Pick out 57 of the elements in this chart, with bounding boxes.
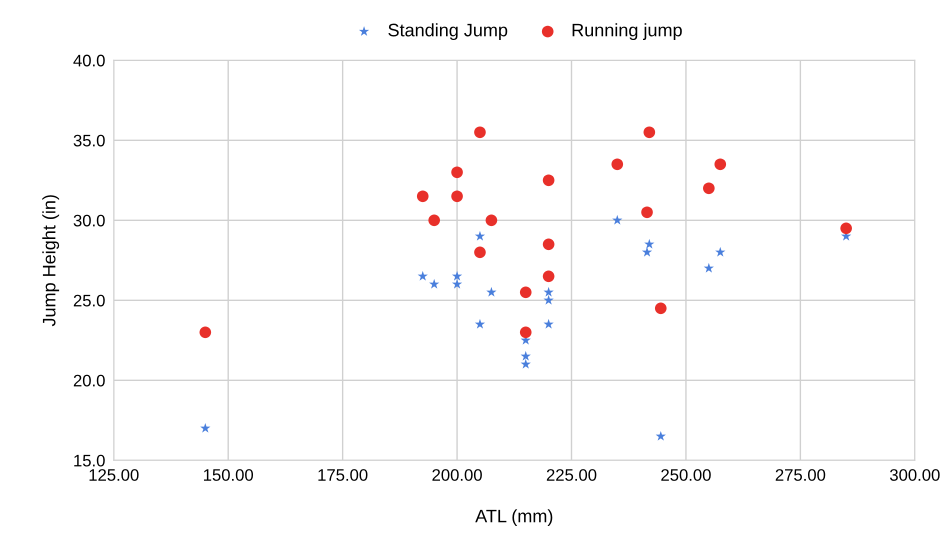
point <box>544 318 554 329</box>
point <box>703 182 715 194</box>
point <box>520 350 531 361</box>
point <box>644 126 656 138</box>
point <box>611 158 624 170</box>
x-tick-label: 150.00 <box>204 469 254 481</box>
point <box>520 326 532 338</box>
point <box>451 166 463 178</box>
y-tick-label: 25.0 <box>74 294 105 307</box>
point <box>474 246 486 258</box>
x-tick-label: 125.00 <box>90 469 139 481</box>
point <box>520 358 531 369</box>
point <box>418 270 428 281</box>
point <box>428 214 440 226</box>
point <box>416 190 429 202</box>
point <box>486 286 497 297</box>
point <box>644 238 654 249</box>
point <box>452 270 462 281</box>
point <box>656 430 666 441</box>
x-tick-label: 225.00 <box>546 469 596 481</box>
point <box>641 206 653 218</box>
point <box>714 158 726 170</box>
y-tick-label: 30.0 <box>74 214 105 226</box>
point <box>429 278 440 289</box>
x-tick-label: 200.00 <box>432 469 482 481</box>
point <box>544 294 554 305</box>
y-tick-label: 15.0 <box>74 454 105 467</box>
point <box>612 214 622 225</box>
x-tick-label: 300.00 <box>890 469 940 481</box>
point <box>840 222 852 234</box>
y-tick-label: 20.0 <box>74 374 105 387</box>
x-axis-title: ATL (mm) <box>475 509 552 526</box>
point <box>451 190 463 202</box>
point <box>542 270 554 282</box>
y-axis-title: Jump Height (in) <box>42 195 60 326</box>
y-tick-label: 35.0 <box>74 134 105 146</box>
point <box>474 318 486 329</box>
x-tick-label: 175.00 <box>318 469 368 481</box>
point <box>452 278 462 289</box>
x-tick-label: 250.00 <box>661 469 711 481</box>
x-tick-label: 275.00 <box>776 469 826 481</box>
point <box>704 262 714 273</box>
legend-label: Running jump <box>572 23 682 40</box>
point <box>200 422 210 433</box>
point <box>544 286 554 297</box>
point <box>474 126 486 138</box>
point <box>654 302 667 314</box>
point <box>642 246 652 257</box>
point <box>486 214 498 226</box>
y-tick-label: 40.0 <box>73 54 105 66</box>
point <box>474 230 486 241</box>
point <box>542 238 554 250</box>
point <box>715 246 726 257</box>
point <box>542 174 554 186</box>
point <box>200 326 212 338</box>
point <box>520 286 532 298</box>
legend-label: Standing Jump <box>388 23 508 40</box>
